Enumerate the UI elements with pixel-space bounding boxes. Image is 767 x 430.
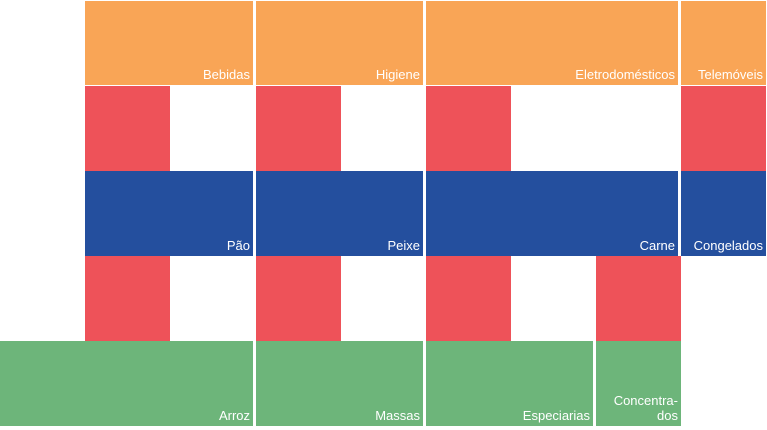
tile-label: Carne: [639, 238, 675, 253]
tile-label: Especiarias: [522, 408, 590, 423]
red-block: [596, 256, 681, 341]
red-block: [426, 86, 511, 171]
tile-arroz: Arroz: [0, 341, 253, 426]
tile-label: Pão: [226, 238, 250, 253]
tile-bebidas: Bebidas: [85, 1, 253, 85]
tile-label: Bebidas: [203, 67, 250, 82]
tile-label: Concentra-dos: [613, 393, 678, 423]
red-block: [256, 86, 341, 171]
red-block: [85, 256, 170, 341]
tile-label: Telemóveis: [697, 67, 763, 82]
red-block: [85, 86, 170, 171]
tile-label: Peixe: [387, 238, 420, 253]
tile-congelados: Congelados: [681, 171, 766, 256]
tile-label: Massas: [375, 408, 420, 423]
tile-eletrodomesticos: Eletrodomésticos: [426, 1, 678, 85]
tile-carne: Carne: [426, 171, 678, 256]
tile-label: Eletrodomésticos: [575, 67, 675, 82]
tile-pao: Pão: [85, 171, 253, 256]
tile-concentrados: Concentra-dos: [596, 341, 681, 426]
tile-peixe: Peixe: [256, 171, 423, 256]
red-block: [256, 256, 341, 341]
tile-label: Higiene: [375, 67, 420, 82]
tile-massas: Massas: [256, 341, 423, 426]
tile-telemoveis: Telemóveis: [681, 1, 766, 85]
tile-label: Arroz: [218, 408, 250, 423]
red-block: [426, 256, 511, 341]
tile-higiene: Higiene: [256, 1, 423, 85]
tile-label: Congelados: [693, 238, 763, 253]
tile-especiarias: Especiarias: [426, 341, 593, 426]
red-block: [681, 86, 766, 171]
